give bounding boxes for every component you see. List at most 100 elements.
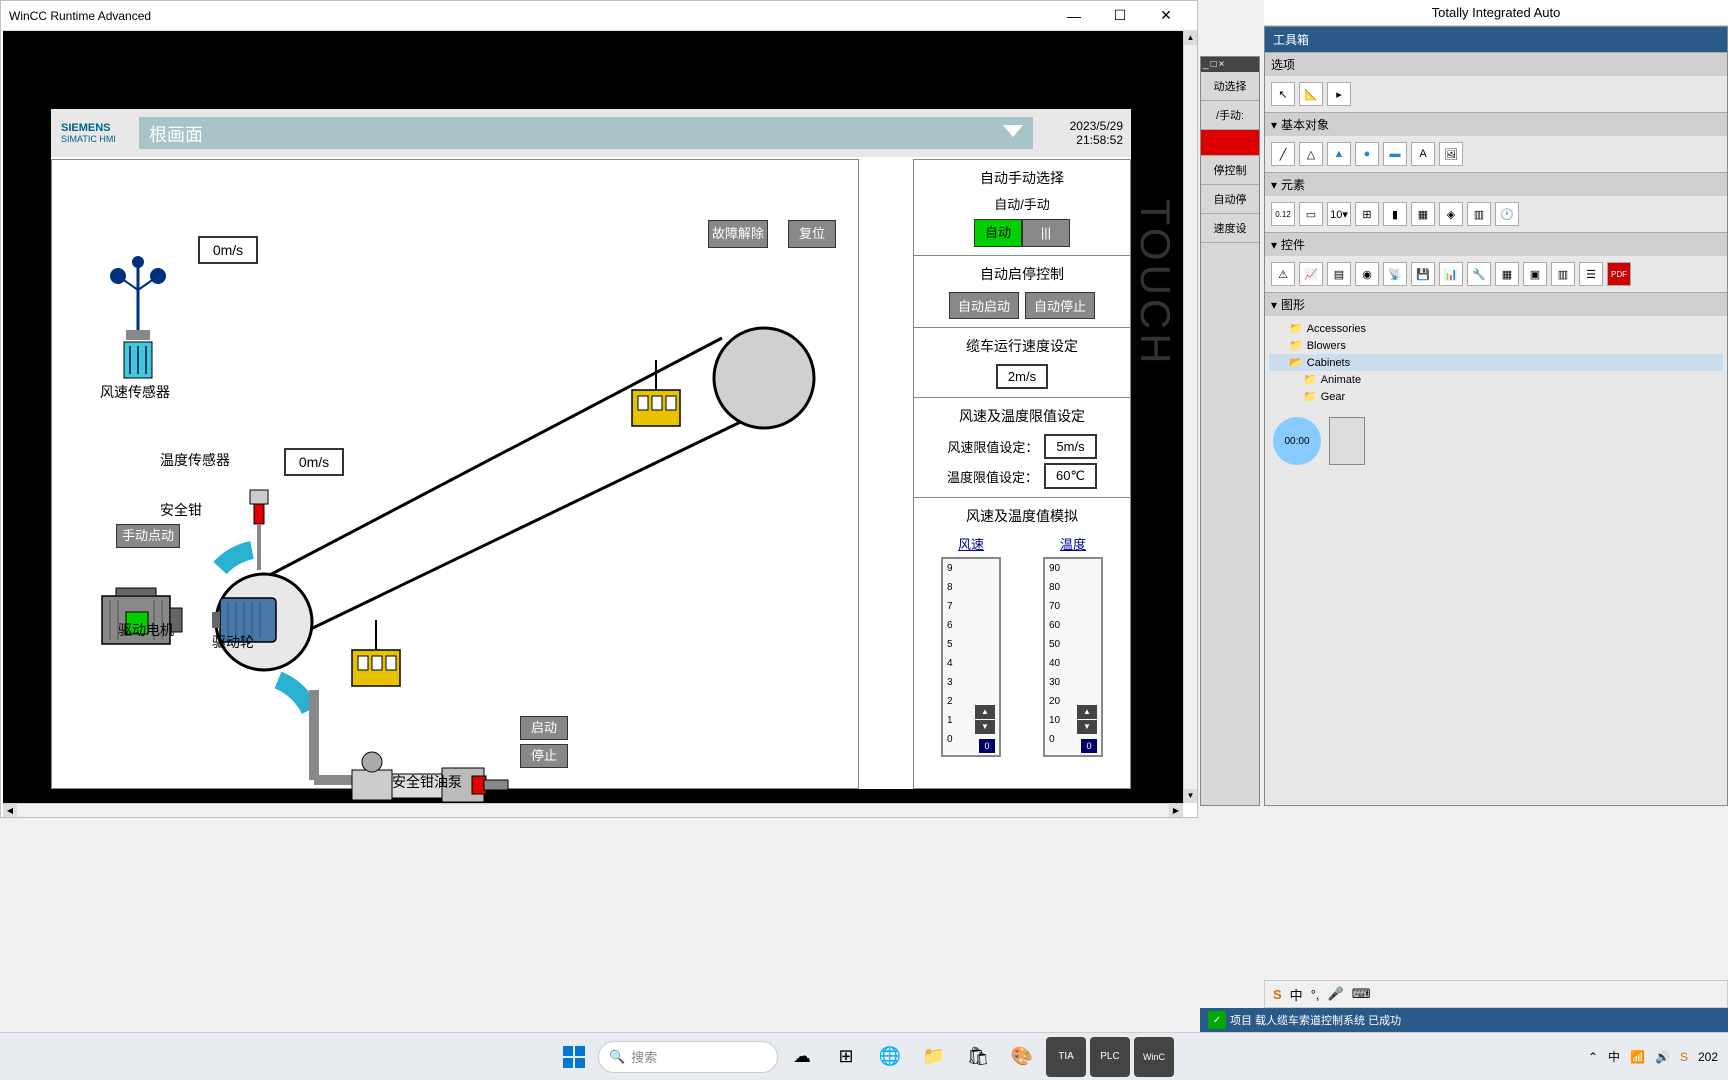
clock-graphic[interactable]: 00:00: [1273, 417, 1321, 465]
side-item-1[interactable]: /手动:: [1201, 101, 1259, 130]
trend-icon[interactable]: 📈: [1299, 262, 1323, 286]
auto-stop-button[interactable]: 自动停止: [1025, 292, 1095, 319]
pump-stop-button[interactable]: 停止: [520, 744, 568, 768]
taskbar-taskview[interactable]: ⊞: [826, 1037, 866, 1077]
wind-slider-down[interactable]: ▼: [975, 720, 995, 734]
control-icon-7[interactable]: 📊: [1439, 262, 1463, 286]
temp-slider-down[interactable]: ▼: [1077, 720, 1097, 734]
manual-mode-button[interactable]: |||: [1022, 219, 1070, 247]
control-icon-10[interactable]: ▣: [1523, 262, 1547, 286]
element-icon-4[interactable]: ⊞: [1355, 202, 1379, 226]
control-icon-6[interactable]: 💾: [1411, 262, 1435, 286]
tree-gear[interactable]: 📁 Gear: [1269, 388, 1723, 405]
mode-sub-label: 自动/手动: [920, 192, 1124, 215]
close-button[interactable]: ✕: [1143, 1, 1189, 31]
ellipse-icon[interactable]: ●: [1355, 142, 1379, 166]
taskbar-wincc[interactable]: WinC: [1134, 1037, 1174, 1077]
tray-ime[interactable]: 中: [1608, 1048, 1620, 1065]
vertical-scrollbar[interactable]: [1183, 31, 1197, 803]
control-icon-8[interactable]: 🔧: [1467, 262, 1491, 286]
manual-jog-button[interactable]: 手动点动: [116, 524, 180, 548]
element-icon-8[interactable]: ▥: [1467, 202, 1491, 226]
speed-value-input[interactable]: 2m/s: [996, 364, 1048, 389]
side-item-0[interactable]: 动选择: [1201, 72, 1259, 101]
tree-accessories[interactable]: 📁 Accessories: [1269, 320, 1723, 337]
tray-sogou-icon[interactable]: S: [1680, 1050, 1688, 1064]
start-button[interactable]: [554, 1037, 594, 1077]
tray-volume-icon[interactable]: 🔊: [1655, 1050, 1670, 1064]
taskbar-plcsim[interactable]: PLC: [1090, 1037, 1130, 1077]
controls-header[interactable]: ▾控件: [1265, 233, 1727, 256]
side-item-3[interactable]: 停控制: [1201, 156, 1259, 185]
reset-button[interactable]: 复位: [788, 220, 836, 248]
auto-mode-button[interactable]: 自动: [974, 219, 1022, 247]
temp-limit-input[interactable]: 60℃: [1044, 463, 1097, 489]
wind-limit-input[interactable]: 5m/s: [1044, 434, 1096, 459]
elements-header[interactable]: ▾元素: [1265, 173, 1727, 196]
screen-title-dropdown[interactable]: 根画面: [139, 117, 1033, 149]
pump-start-button[interactable]: 启动: [520, 716, 568, 740]
ime-punct[interactable]: °,: [1311, 987, 1320, 1002]
taskbar-explorer[interactable]: 📁: [914, 1037, 954, 1077]
text-icon[interactable]: A: [1411, 142, 1435, 166]
side-min-icon[interactable]: _: [1203, 59, 1209, 70]
ime-keyboard-icon[interactable]: ⌨: [1352, 986, 1371, 1002]
tray-clock[interactable]: 202: [1698, 1050, 1718, 1064]
alarm-icon[interactable]: ⚠: [1271, 262, 1295, 286]
sogou-icon[interactable]: S: [1273, 987, 1282, 1002]
cabinet-graphic[interactable]: [1329, 417, 1365, 465]
bar-icon[interactable]: ▮: [1383, 202, 1407, 226]
taskbar-store[interactable]: 🛍: [958, 1037, 998, 1077]
auto-start-button[interactable]: 自动启动: [949, 292, 1019, 319]
taskbar-tia[interactable]: TIA: [1046, 1037, 1086, 1077]
temp-slider[interactable]: 9080706050403020100 ▲ ▼ 0: [1043, 557, 1103, 757]
line-icon[interactable]: ╱: [1271, 142, 1295, 166]
tray-chevron-icon[interactable]: ⌃: [1588, 1050, 1598, 1064]
image-icon[interactable]: 🖼: [1439, 142, 1463, 166]
wind-slider-up[interactable]: ▲: [975, 705, 995, 719]
tree-cabinets[interactable]: 📂 Cabinets: [1269, 354, 1723, 371]
taskbar-app1[interactable]: 🎨: [1002, 1037, 1042, 1077]
tree-blowers[interactable]: 📁 Blowers: [1269, 337, 1723, 354]
pdf-icon[interactable]: PDF: [1607, 262, 1631, 286]
control-icon-9[interactable]: ▦: [1495, 262, 1519, 286]
clock-icon[interactable]: 🕐: [1495, 202, 1519, 226]
temp-slider-up[interactable]: ▲: [1077, 705, 1097, 719]
fault-clear-button[interactable]: 故障解除: [708, 220, 768, 248]
control-icon-5[interactable]: 📡: [1383, 262, 1407, 286]
control-icon-11[interactable]: ▥: [1551, 262, 1575, 286]
pointer-icon[interactable]: ↖: [1271, 82, 1295, 106]
maximize-button[interactable]: ☐: [1097, 1, 1143, 31]
triangle-fill-icon[interactable]: ▲: [1327, 142, 1351, 166]
ime-lang[interactable]: 中: [1290, 985, 1303, 1004]
ime-mic-icon[interactable]: 🎤: [1328, 986, 1344, 1002]
side-item-5[interactable]: 速度设: [1201, 214, 1259, 243]
side-close-icon[interactable]: ×: [1219, 59, 1225, 70]
triangle-icon[interactable]: △: [1299, 142, 1323, 166]
side-item-red[interactable]: [1201, 130, 1259, 156]
taskbar-weather[interactable]: ☁: [782, 1037, 822, 1077]
horizontal-scrollbar[interactable]: [3, 803, 1183, 817]
tray-wifi-icon[interactable]: 📶: [1630, 1050, 1645, 1064]
button-el-icon[interactable]: ▭: [1299, 202, 1323, 226]
control-icon-3[interactable]: ▤: [1327, 262, 1351, 286]
minimize-button[interactable]: —: [1051, 1, 1097, 31]
element-icon-7[interactable]: ◈: [1439, 202, 1463, 226]
taskbar-search[interactable]: 🔍 搜索: [598, 1041, 778, 1073]
toolbox-options-header[interactable]: 选项: [1265, 53, 1727, 76]
side-max-icon[interactable]: □: [1211, 59, 1217, 70]
basic-objects-header[interactable]: ▾基本对象: [1265, 113, 1727, 136]
taskbar-edge[interactable]: 🌐: [870, 1037, 910, 1077]
side-item-4[interactable]: 自动停: [1201, 185, 1259, 214]
element-icon-6[interactable]: ▦: [1411, 202, 1435, 226]
control-icon-4[interactable]: ◉: [1355, 262, 1379, 286]
rect-icon[interactable]: ▬: [1383, 142, 1407, 166]
graphics-header[interactable]: ▾图形: [1265, 293, 1727, 316]
tree-animate[interactable]: 📁 Animate: [1269, 371, 1723, 388]
tool-icon-2[interactable]: 📐: [1299, 82, 1323, 106]
io-field-icon[interactable]: 0.12: [1271, 202, 1295, 226]
element-icon-3[interactable]: 10▾: [1327, 202, 1351, 226]
control-icon-12[interactable]: ☰: [1579, 262, 1603, 286]
tool-icon-3[interactable]: ▸: [1327, 82, 1351, 106]
wind-slider[interactable]: 9876543210 ▲ ▼ 0: [941, 557, 1001, 757]
